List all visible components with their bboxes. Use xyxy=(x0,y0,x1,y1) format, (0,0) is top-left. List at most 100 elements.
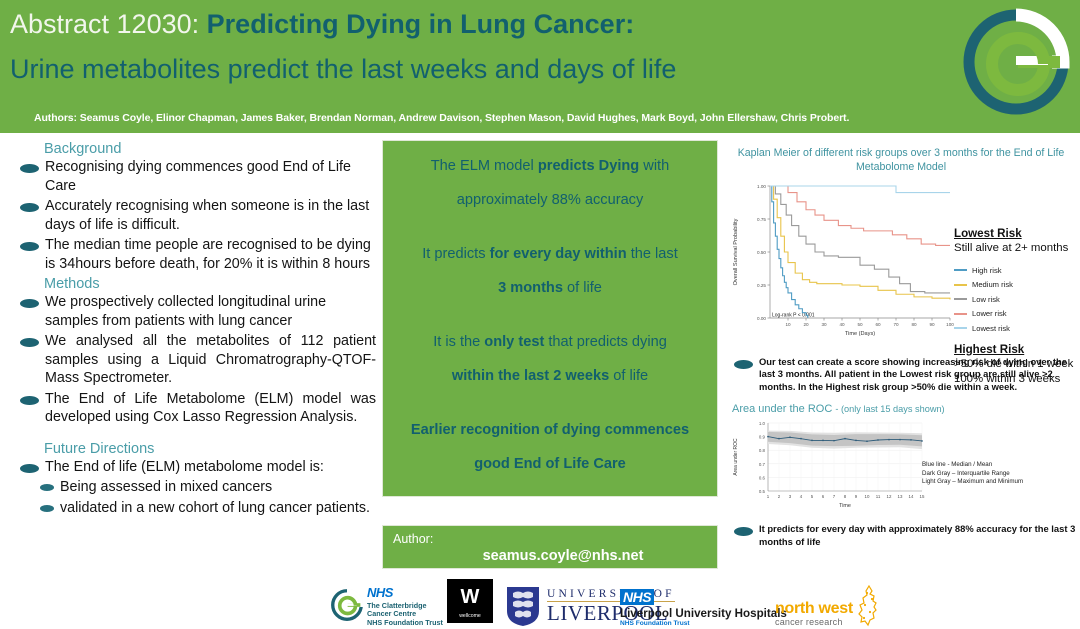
svg-text:70: 70 xyxy=(893,322,899,327)
finding-line: It predicts for every day within the las… xyxy=(397,237,703,271)
finding-post: of life xyxy=(609,368,649,384)
finding-pre: It predicts xyxy=(422,246,490,262)
list-item-sub: Being assessed in mixed cancers xyxy=(18,478,376,497)
svg-text:10: 10 xyxy=(785,322,791,327)
svg-text:60: 60 xyxy=(875,322,881,327)
clatterbridge-e-icon xyxy=(331,589,364,622)
roc-title-note: - (only last 15 days shown) xyxy=(835,404,945,415)
finding-bold: Earlier recognition of dying commences xyxy=(410,422,690,438)
legend-item: Lowest risk xyxy=(954,321,1080,336)
spacer xyxy=(397,217,703,237)
svg-text:0.00: 0.00 xyxy=(757,316,766,321)
author-email[interactable]: seamus.coyle@nhs.net xyxy=(482,548,644,564)
svg-text:1.00: 1.00 xyxy=(757,184,766,189)
kaplan-meier-side-notes: Lowest Risk Still alive at 2+ months Hig… xyxy=(954,226,1080,387)
right-column: Kaplan Meier of different risk groups ov… xyxy=(726,146,1076,548)
finding-post: of life xyxy=(562,280,602,296)
kaplan-meier-chart-wrap: 0.00 0.25 0.50 0.75 1.00 10 20 30 40 50 60 70 80 90 10… xyxy=(726,178,1076,384)
nhs-wordmark: NHS xyxy=(620,589,655,605)
legend-swatch xyxy=(954,327,967,330)
legend-item: High risk xyxy=(954,263,1080,278)
author-list: Authors: Seamus Coyle, Elinor Chapman, J… xyxy=(34,112,850,124)
svg-text:0.75: 0.75 xyxy=(757,217,766,222)
highest-risk-detail-2: 100% within 3 weeks xyxy=(954,372,1061,385)
luh-trust: NHS Foundation Trust xyxy=(620,620,690,627)
legend-swatch xyxy=(954,312,967,315)
svg-text:1.0: 1.0 xyxy=(759,421,766,426)
svg-text:13: 13 xyxy=(898,494,903,499)
clatterbridge-cancer-centre-logo: NHS The Clatterbridge Cancer Centre NHS … xyxy=(330,584,443,627)
finding-line: The ELM model predicts Dying with xyxy=(397,149,703,183)
bullet-icon xyxy=(20,203,39,212)
legend-label: Medium risk xyxy=(972,280,1013,290)
title-line-1: Abstract 12030: Predicting Dying in Lung… xyxy=(10,4,955,44)
section-heading-methods: Methods xyxy=(44,276,100,292)
roc-note-post: for the last 3 months of life xyxy=(759,523,1076,547)
clatterbridge-e-logo-icon xyxy=(960,6,1072,118)
svg-text:8: 8 xyxy=(844,494,847,499)
svg-text:Area under ROC: Area under ROC xyxy=(733,438,739,476)
finding-bold: good End of Life Care xyxy=(474,456,626,472)
svg-text:100: 100 xyxy=(946,322,954,327)
legend-swatch xyxy=(954,298,967,301)
key-findings-panel: The ELM model predicts Dying with approx… xyxy=(382,140,718,497)
roc-legend-item: Dark Gray – Interquartile Range xyxy=(922,469,1010,477)
list-item-sub: validated in a new cohort of lung cancer… xyxy=(18,499,376,518)
svg-text:90: 90 xyxy=(929,322,935,327)
svg-text:5: 5 xyxy=(811,494,814,499)
clatterbridge-line-1: The Clatterbridge xyxy=(367,600,427,610)
finding-line: It is the only test that predicts dying xyxy=(397,325,703,359)
lowest-risk-heading: Lowest Risk xyxy=(954,227,1022,240)
author-contact-box: Author: seamus.coyle@nhs.net xyxy=(382,525,718,569)
finding-bold: 3 months xyxy=(498,280,563,296)
clatterbridge-line-2: Cancer Centre xyxy=(367,609,417,619)
svg-text:2: 2 xyxy=(778,494,781,499)
wellcome-w-mark: W xyxy=(460,586,480,608)
section-heading-future-directions: Future Directions xyxy=(44,440,155,457)
list-item: The End of Life Metabolome (ELM) model w… xyxy=(18,390,376,427)
spacer xyxy=(397,305,703,325)
svg-text:30: 30 xyxy=(821,322,827,327)
roc-legend: Blue line - Median / Mean Dark Gray – In… xyxy=(922,461,1023,487)
svg-text:Time (Days): Time (Days) xyxy=(845,331,875,337)
liverpool-university-hospitals-logo: NHS Liverpool University Hospitals NHS F… xyxy=(620,589,787,627)
finding-bold: within the last 2 weeks xyxy=(451,368,610,384)
list-item: Recognising dying commences good End of … xyxy=(18,158,376,195)
author-label: Author: xyxy=(393,532,434,546)
roc-legend-item: Blue line - Median / Mean xyxy=(922,461,993,469)
svg-text:0.6: 0.6 xyxy=(759,476,766,481)
svg-text:1: 1 xyxy=(767,494,770,499)
svg-text:14: 14 xyxy=(909,494,914,499)
header-title-block: Abstract 12030: Predicting Dying in Lung… xyxy=(10,4,955,90)
kaplan-meier-legend: High risk Medium risk Low risk Lower risk Lo… xyxy=(954,263,1080,336)
legend-label: High risk xyxy=(972,265,1002,275)
luh-name: Liverpool University Hospitals xyxy=(620,607,787,620)
svg-text:Log-rank P < 0.001: Log-rank P < 0.001 xyxy=(772,313,815,319)
svg-text:0.5: 0.5 xyxy=(759,489,766,494)
svg-text:0.8: 0.8 xyxy=(759,448,766,453)
clatterbridge-line-3: NHS Foundation Trust xyxy=(367,617,443,627)
nwcr-bottom-text: cancer research xyxy=(775,617,843,627)
bullet-icon xyxy=(20,299,39,308)
roc-section-title: Area under the ROC - (only last 15 days … xyxy=(732,403,1076,415)
finding-post: with xyxy=(639,158,670,174)
list-item: We analysed all the metabolites of 112 p… xyxy=(18,332,376,388)
svg-text:0.9: 0.9 xyxy=(759,435,766,440)
bullet-text: The End of life (ELM) metabolome model i… xyxy=(45,458,324,475)
list-item: The End of life (ELM) metabolome model i… xyxy=(18,458,376,477)
legend-item: Low risk xyxy=(954,292,1080,307)
poster-header: Abstract 12030: Predicting Dying in Lung… xyxy=(0,0,1080,133)
legend-item: Lower risk xyxy=(954,307,1080,322)
svg-text:9: 9 xyxy=(855,494,858,499)
svg-text:0.50: 0.50 xyxy=(757,250,766,255)
footer-logos: NHS The Clatterbridge Cancer Centre NHS … xyxy=(0,579,1080,629)
finding-post: that predicts dying xyxy=(544,334,667,350)
bullet-icon xyxy=(40,484,54,491)
kaplan-meier-chart: 0.00 0.25 0.50 0.75 1.00 10 20 30 40 50 60 70 80 90 10… xyxy=(733,184,954,337)
legend-label: Low risk xyxy=(972,294,1000,304)
finding-line: Earlier recognition of dying commences xyxy=(397,413,703,447)
bullet-icon xyxy=(40,504,54,512)
svg-text:0.7: 0.7 xyxy=(759,462,766,467)
svg-text:3: 3 xyxy=(789,494,792,499)
abstract-number: Abstract 12030 xyxy=(10,9,192,39)
